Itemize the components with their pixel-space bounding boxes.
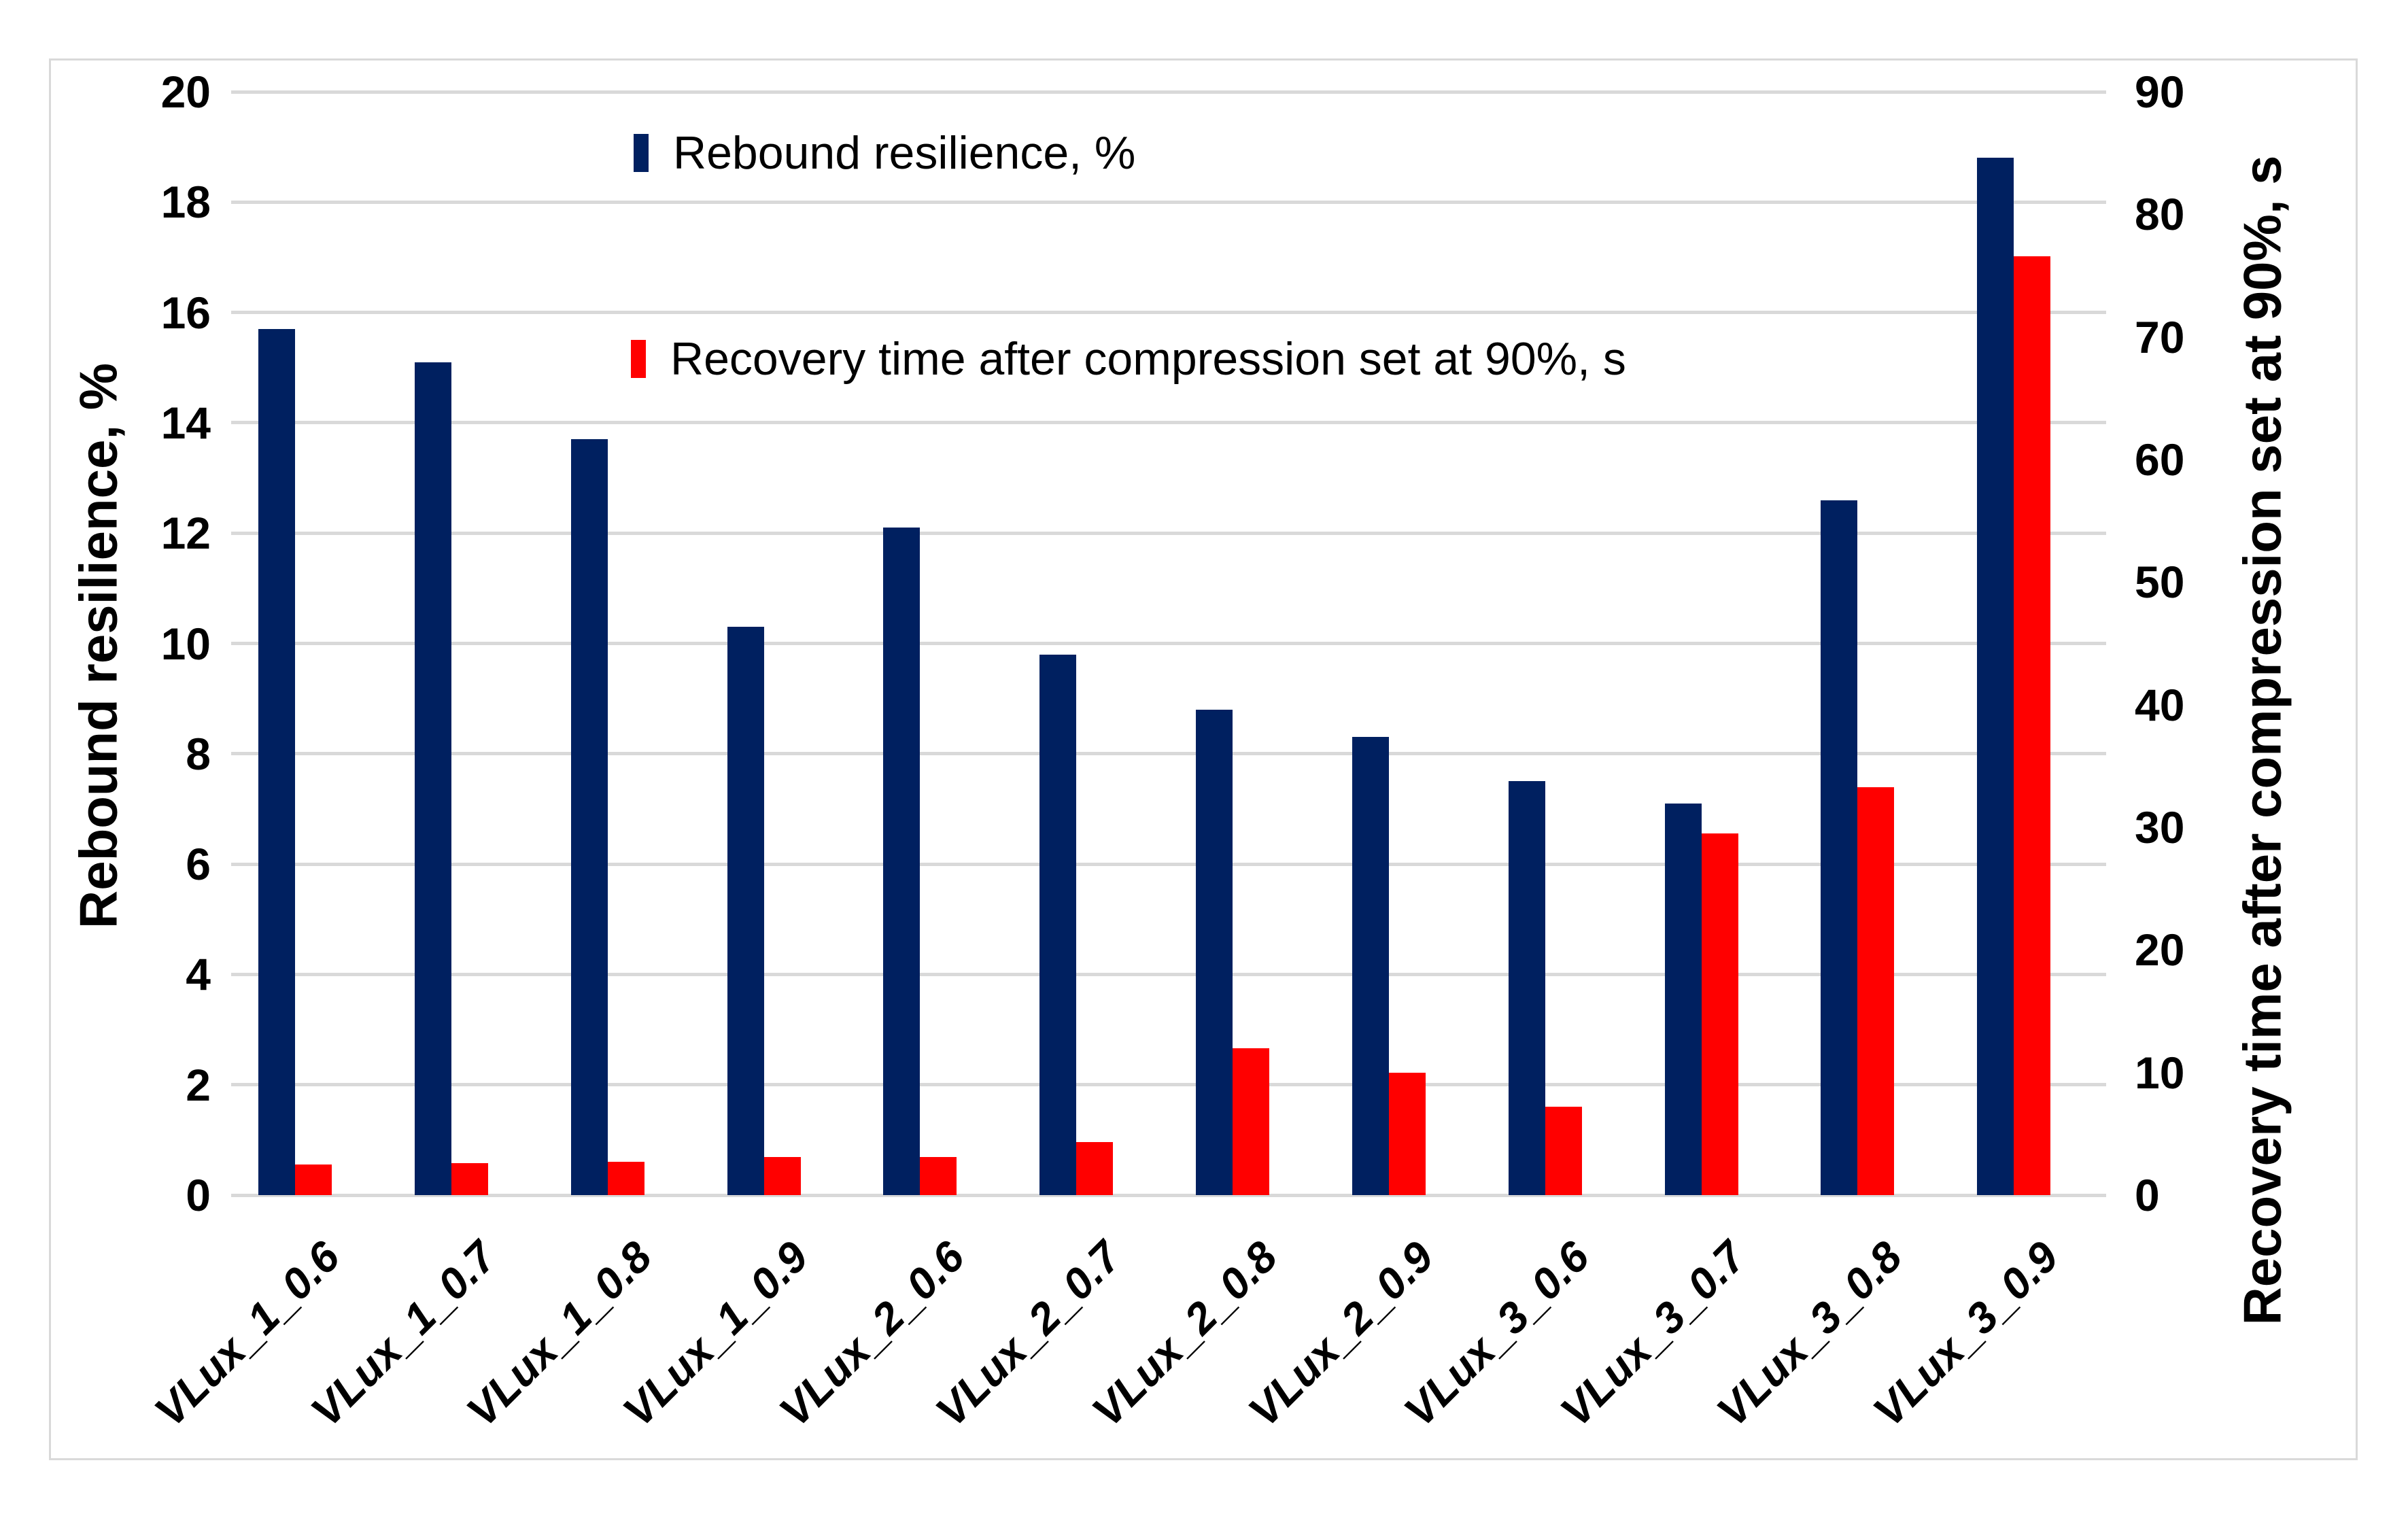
bar-recovery-VLux_2_0.6: [920, 1157, 957, 1195]
bar-rebound-VLux_2_0.7: [1039, 654, 1077, 1195]
right-axis-ticks: 0 10 20 30 40 50 60 70 80 90: [2135, 0, 2311, 1518]
bar-rebound-VLux_2_0.8: [1196, 709, 1233, 1195]
gridline: [231, 642, 2106, 645]
bar-rebound-VLux_3_0.8: [1821, 500, 1858, 1195]
gridline: [231, 90, 2106, 94]
left-axis-tick-6: 6: [186, 839, 211, 890]
right-axis-tick-0: 0: [2135, 1170, 2160, 1220]
bar-rebound-VLux_3_0.7: [1664, 803, 1702, 1195]
bar-recovery-VLux_2_0.7: [1076, 1142, 1114, 1195]
bar-rebound-VLux_1_0.7: [414, 362, 451, 1195]
bar-rebound-VLux_3_0.9: [1977, 158, 2014, 1195]
bar-recovery-VLux_1_0.8: [607, 1162, 644, 1195]
left-axis-tick-10: 10: [160, 618, 211, 669]
right-axis-tick-90: 90: [2135, 67, 2185, 117]
left-axis-tick-20: 20: [160, 67, 211, 117]
gridline: [231, 421, 2106, 425]
bar-recovery-VLux_2_0.9: [1388, 1072, 1426, 1195]
right-axis-tick-50: 50: [2135, 557, 2185, 608]
bar-rebound-VLux_1_0.9: [727, 627, 764, 1195]
bar-recovery-VLux_3_0.6: [1545, 1107, 1582, 1195]
gridline: [231, 862, 2106, 866]
left-axis-tick-8: 8: [186, 728, 211, 779]
left-axis-tick-14: 14: [160, 397, 211, 448]
left-axis-ticks: 0 2 4 6 8 10 12 14 16 18 20: [51, 0, 211, 1518]
plot-area: [231, 90, 2106, 1197]
bar-recovery-VLux_1_0.9: [763, 1157, 801, 1195]
bar-recovery-VLux_3_0.7: [1701, 833, 1738, 1195]
bar-recovery-VLux_2_0.8: [1233, 1048, 1269, 1195]
gridline: [231, 1193, 2106, 1197]
bar-recovery-VLux_3_0.9: [2014, 256, 2051, 1195]
left-axis-tick-0: 0: [186, 1170, 211, 1220]
bar-recovery-VLux_1_0.7: [451, 1163, 488, 1195]
left-axis-tick-16: 16: [160, 287, 211, 338]
right-axis-tick-80: 80: [2135, 189, 2185, 240]
gridline: [231, 531, 2106, 535]
bar-recovery-VLux_1_0.6: [295, 1164, 332, 1195]
right-axis-tick-20: 20: [2135, 925, 2185, 976]
right-axis-tick-40: 40: [2135, 679, 2185, 730]
legend-item-rebound-resilience: Rebound resilience, %: [634, 129, 1135, 177]
gridline: [231, 1083, 2106, 1087]
gridline: [231, 311, 2106, 315]
legend-label-recovery-time: Recovery time after compression set at 9…: [670, 333, 1626, 385]
legend-marker-rebound-resilience-icon: [634, 134, 649, 172]
left-axis-tick-4: 4: [186, 949, 211, 1000]
left-axis-tick-12: 12: [160, 508, 211, 559]
right-axis-tick-60: 60: [2135, 434, 2185, 485]
right-axis-tick-10: 10: [2135, 1047, 2185, 1098]
gridline: [231, 752, 2106, 756]
right-axis-tick-30: 30: [2135, 802, 2185, 852]
legend-label-rebound-resilience: Rebound resilience, %: [673, 127, 1136, 179]
bar-rebound-VLux_2_0.6: [883, 528, 921, 1195]
category-axis-labels: VLux_1_0.6 VLux_1_0.7 VLux_1_0.8 VLux_1_0.9…: [145, 1232, 2106, 1506]
left-axis-tick-18: 18: [160, 177, 211, 228]
left-axis-tick-2: 2: [186, 1059, 211, 1110]
right-axis-tick-70: 70: [2135, 311, 2185, 362]
bar-rebound-VLux_2_0.9: [1352, 737, 1389, 1195]
gridline: [231, 972, 2106, 976]
legend-marker-recovery-time-icon: [631, 340, 646, 378]
bar-rebound-VLux_1_0.6: [258, 328, 295, 1195]
gridline: [231, 200, 2106, 204]
bar-recovery-VLux_3_0.8: [1857, 787, 1895, 1195]
bar-rebound-VLux_3_0.6: [1508, 781, 1545, 1195]
legend-item-recovery-time: Recovery time after compression set at 9…: [631, 335, 1626, 383]
bar-rebound-VLux_1_0.8: [570, 439, 608, 1195]
